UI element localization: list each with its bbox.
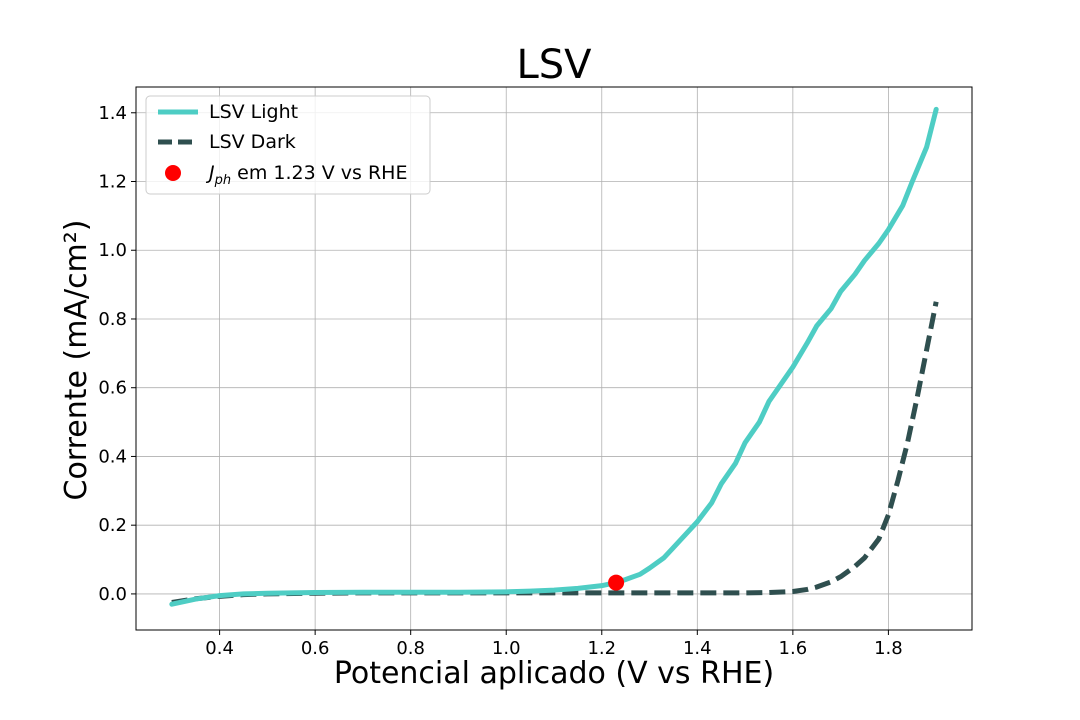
x-tick-label: 1.8 bbox=[874, 638, 903, 659]
points-layer bbox=[608, 574, 625, 591]
y-tick-label: 0.4 bbox=[98, 446, 127, 467]
legend: LSV Light LSV Dark Jph em 1.23 V vs RHE bbox=[145, 95, 431, 195]
plot-area-frame bbox=[135, 86, 973, 631]
series-line-lsv-dark bbox=[171, 301, 939, 605]
chart-title: LSV bbox=[516, 42, 592, 88]
x-tick-label: 0.8 bbox=[396, 638, 425, 659]
series-line-lsv-light bbox=[169, 106, 939, 607]
series-layer bbox=[169, 106, 939, 607]
legend-box bbox=[145, 95, 431, 195]
y-tick-label: 0.6 bbox=[98, 378, 127, 399]
legend-marker-jph bbox=[165, 165, 181, 181]
x-tick-label: 0.6 bbox=[301, 638, 330, 659]
legend-jph-text: em 1.23 V vs RHE bbox=[231, 162, 407, 184]
legend-label-light: LSV Light bbox=[209, 101, 298, 123]
y-tick-label: 0.8 bbox=[98, 309, 127, 330]
x-axis-ticks: 0.4 0.6 0.8 1.0 1.2 1.4 1.6 1.8 bbox=[205, 630, 903, 659]
y-tick-label: 0.0 bbox=[98, 584, 127, 605]
x-tick-label: 1.6 bbox=[779, 638, 808, 659]
y-axis-ticks: 0.0 0.2 0.4 0.6 0.8 1.0 1.2 1.4 bbox=[98, 103, 136, 605]
legend-label-jph: Jph em 1.23 V vs RHE bbox=[205, 162, 407, 188]
y-tick-label: 1.0 bbox=[98, 240, 127, 261]
x-tick-label: 0.4 bbox=[205, 638, 234, 659]
legend-jph-symbol: J bbox=[205, 162, 215, 184]
legend-label-dark: LSV Dark bbox=[209, 131, 296, 153]
x-tick-label: 1.4 bbox=[683, 638, 712, 659]
y-axis-label: Corrente (mA/cm²) bbox=[59, 219, 94, 500]
x-tick-label: 1.0 bbox=[492, 638, 521, 659]
x-tick-label: 1.2 bbox=[587, 638, 616, 659]
legend-jph-subscript: ph bbox=[214, 173, 232, 188]
y-tick-label: 0.2 bbox=[98, 515, 127, 536]
y-tick-label: 1.2 bbox=[98, 172, 127, 193]
y-tick-label: 1.4 bbox=[98, 103, 127, 124]
jph-point-marker bbox=[608, 574, 625, 591]
x-axis-label: Potencial aplicado (V vs RHE) bbox=[334, 656, 774, 691]
